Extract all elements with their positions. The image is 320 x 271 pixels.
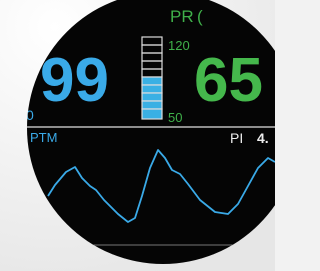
pi-value: 4. <box>257 130 269 146</box>
photo: ) PR ( 99 0 120 50 65 PTM PI 4. <box>0 0 275 271</box>
page: ) PR ( 99 0 120 50 65 PTM PI 4. (() => {… <box>0 0 275 271</box>
pr-unit: ( <box>197 7 203 26</box>
pi-label: PI <box>230 130 243 146</box>
bar-bottom: 50 <box>168 110 182 125</box>
spo2-value: 99 <box>40 46 109 115</box>
pr-value: 65 <box>194 46 263 115</box>
bar-top: 120 <box>168 38 190 53</box>
pleth-label: PTM <box>30 130 57 145</box>
pr-label: PR <box>170 7 194 26</box>
